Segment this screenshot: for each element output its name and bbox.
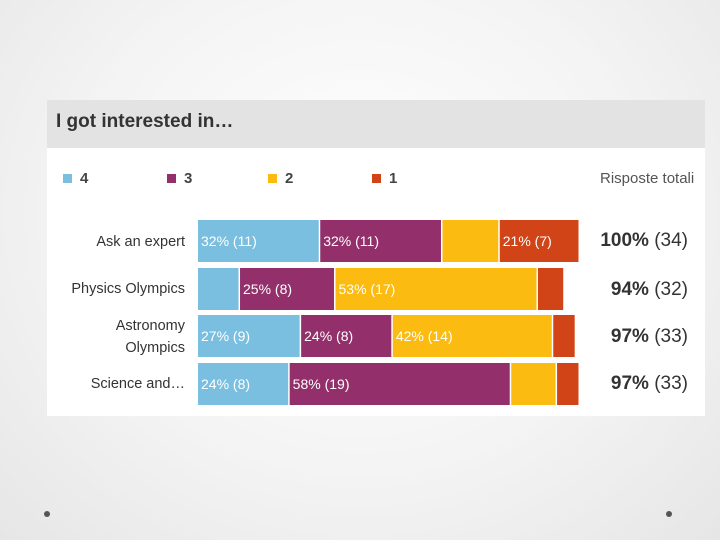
legend-item-1: 1	[372, 169, 398, 187]
bar-segment-astronomy-olympics-3	[301, 315, 392, 357]
chart-title: I got interested in…	[56, 111, 234, 132]
bar-segment-science-and-1	[557, 363, 579, 405]
legend-label: 1	[389, 169, 398, 187]
total-pct: 97%	[610, 373, 649, 394]
bar-segment-physics-olympics-4	[198, 268, 239, 310]
legend-label: 4	[80, 169, 89, 187]
data-label-ask-an-expert-3: 32% (11)	[323, 233, 379, 249]
bar-segment-physics-olympics-2	[335, 268, 537, 310]
total-count: (34)	[654, 230, 688, 251]
total-physics-olympics: 94% (32)	[588, 279, 688, 301]
legend-item-2: 2	[268, 169, 294, 187]
total-count: (33)	[654, 326, 688, 347]
total-astronomy-olympics: 97% (33)	[588, 326, 688, 348]
bar-segment-ask-an-expert-3	[320, 220, 441, 262]
category-label-astronomy-olympics: Astronomy Olympics	[115, 318, 185, 356]
total-ask-an-expert: 100% (34)	[588, 230, 688, 252]
legend-label: 3	[184, 169, 193, 187]
bar-segment-ask-an-expert-2	[442, 220, 499, 262]
legend-swatch-3	[167, 173, 176, 183]
bar-segment-science-and-3	[289, 363, 510, 405]
bar-segment-astronomy-olympics-1	[553, 315, 575, 357]
bar-segment-physics-olympics-1	[537, 268, 564, 310]
total-pct: 100%	[600, 230, 649, 251]
data-label-science-and-4: 24% (8)	[201, 376, 250, 392]
data-label-ask-an-expert-1: 21% (7)	[503, 233, 552, 249]
data-label-astronomy-olympics-2: 42% (14)	[396, 328, 453, 344]
slide-dot-left	[44, 511, 50, 517]
bar-segment-science-and-4	[198, 363, 289, 405]
data-label-physics-olympics-3: 25% (8)	[243, 281, 292, 297]
bar-segment-astronomy-olympics-4	[198, 315, 300, 357]
slide-dot-right	[666, 511, 672, 517]
total-science-and: 97% (33)	[588, 373, 688, 395]
legend-swatch-2	[268, 173, 277, 183]
legend-swatch-4	[63, 173, 72, 183]
data-label-ask-an-expert-4: 32% (11)	[201, 233, 257, 249]
data-label-astronomy-olympics-4: 27% (9)	[201, 328, 250, 344]
bar-segment-ask-an-expert-1	[499, 220, 579, 262]
total-pct: 94%	[610, 279, 649, 300]
data-label-science-and-3: 58% (19)	[293, 376, 350, 392]
bar-segment-science-and-2	[511, 363, 556, 405]
bar-segment-ask-an-expert-4	[198, 220, 319, 262]
bar-segment-astronomy-olympics-2	[392, 315, 552, 357]
chart-header: I got interested in…	[47, 100, 705, 148]
totals-header: Risposte totali	[600, 170, 695, 187]
legend-swatch-1	[372, 173, 381, 183]
bar-segment-physics-olympics-3	[240, 268, 335, 310]
total-count: (33)	[654, 373, 688, 394]
category-label-science-and: Science and…	[90, 376, 185, 392]
data-label-physics-olympics-2: 53% (17)	[339, 281, 396, 297]
legend-item-4: 4	[63, 169, 89, 187]
category-label-physics-olympics: Physics Olympics	[71, 281, 185, 297]
total-count: (32)	[654, 279, 688, 300]
total-pct: 97%	[610, 326, 649, 347]
legend-item-3: 3	[167, 169, 193, 187]
category-label-ask-an-expert: Ask an expert	[96, 234, 185, 250]
legend-label: 2	[285, 169, 294, 187]
data-label-astronomy-olympics-3: 24% (8)	[304, 328, 353, 344]
